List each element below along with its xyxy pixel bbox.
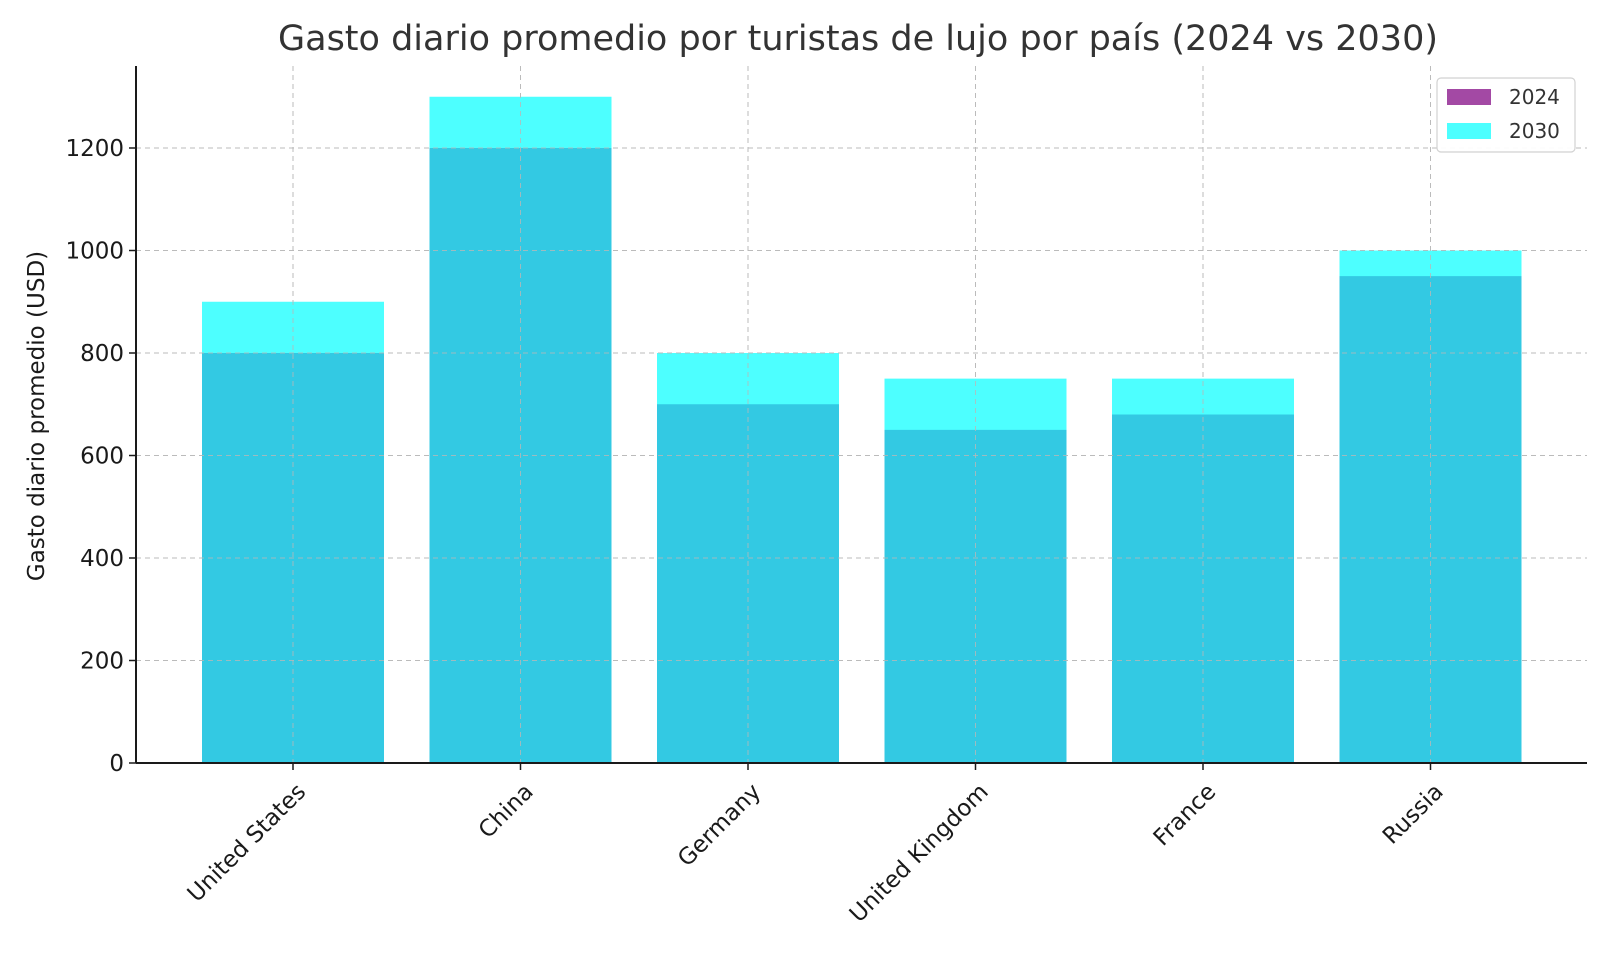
legend-label: 2024 (1509, 85, 1560, 109)
y-tick-label: 400 (80, 546, 124, 572)
y-tick-label: 800 (80, 341, 124, 367)
y-tick-label: 1200 (65, 136, 124, 162)
y-axis-label: Gasto diario promedio (USD) (24, 251, 50, 581)
x-tick-label: France (1149, 779, 1221, 851)
x-tick-label: Russia (1378, 779, 1449, 850)
legend-swatch (1447, 123, 1491, 139)
bar-2024 (884, 429, 1067, 763)
axes (129, 66, 1587, 770)
chart-title: Gasto diario promedio por turistas de lu… (278, 19, 1438, 59)
y-tick-label: 200 (80, 649, 124, 675)
x-tick-label: Germany (673, 779, 766, 872)
grid-overlay (136, 66, 1587, 763)
legend-label: 2030 (1509, 119, 1560, 143)
legend: 2024 2030 (1436, 77, 1576, 153)
y-tick-label: 1000 (65, 239, 124, 265)
x-tick-label: United Kingdom (845, 779, 994, 928)
x-tick-label: China (474, 779, 539, 844)
bars (202, 96, 1522, 763)
y-tick-label: 0 (109, 751, 124, 777)
y-tick-label: 600 (80, 444, 124, 470)
legend-swatch (1447, 89, 1491, 105)
x-tick-label: United States (183, 779, 312, 908)
